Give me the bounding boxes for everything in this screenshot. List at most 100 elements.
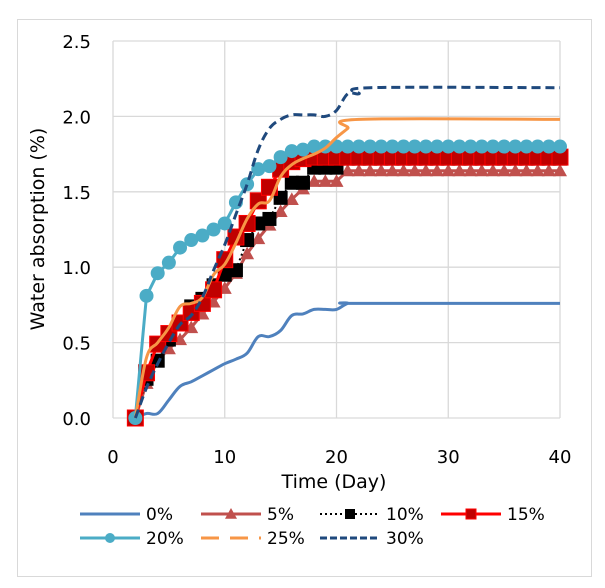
data-point: [240, 246, 255, 260]
data-point: [329, 139, 344, 154]
data-point: [418, 139, 433, 154]
data-point: [541, 163, 556, 177]
data-point: [363, 163, 378, 177]
data-point: [307, 139, 322, 154]
data-point: [430, 163, 445, 177]
data-point: [452, 163, 467, 177]
legend-marker-square-icon: [345, 509, 355, 519]
legend-marker-circle-icon: [105, 533, 115, 543]
data-point: [553, 163, 567, 177]
data-point: [240, 177, 255, 192]
series-layer: [126, 85, 569, 427]
series-line: [133, 85, 561, 419]
data-point: [150, 266, 165, 281]
data-point: [351, 139, 366, 154]
data-point: [452, 139, 467, 154]
data-point: [284, 175, 299, 190]
data-point: [530, 163, 545, 177]
data-point: [340, 139, 355, 154]
data-point: [284, 192, 299, 205]
x-tick-label: 10: [213, 447, 236, 468]
legend-item: 30%: [320, 529, 424, 549]
x-axis-tick-labels: 0 10 20 30 40: [107, 447, 571, 468]
legend-label: 15%: [507, 505, 545, 525]
data-point: [385, 139, 400, 154]
data-point: [363, 139, 378, 154]
data-point: [519, 139, 534, 154]
data-point: [418, 163, 433, 177]
data-point: [206, 222, 221, 237]
y-tick-label: 1.5: [62, 183, 91, 204]
series-0pct: [134, 301, 560, 420]
data-point: [307, 174, 322, 187]
data-point: [273, 204, 288, 218]
data-point: [295, 175, 310, 190]
data-point: [139, 288, 154, 303]
data-point: [251, 162, 266, 177]
legend-item: 15%: [441, 505, 545, 525]
data-point: [249, 192, 267, 210]
x-tick-label: 0: [107, 447, 118, 468]
legend-label: 10%: [386, 505, 424, 525]
data-point: [318, 174, 333, 187]
legend-item: 0%: [80, 505, 173, 525]
data-point: [508, 163, 523, 177]
data-point: [184, 233, 199, 248]
legend-item: 5%: [201, 505, 294, 525]
legend-item: 10%: [320, 505, 424, 525]
series-30pct: [133, 85, 561, 419]
data-point: [497, 139, 512, 154]
series-10pct: [128, 151, 567, 425]
data-point: [463, 139, 478, 154]
data-point: [553, 139, 567, 154]
data-point: [273, 150, 288, 165]
series-line: [133, 117, 561, 419]
data-point: [396, 139, 411, 154]
data-point: [351, 163, 366, 177]
gridlines: [112, 40, 561, 419]
y-axis-label: Water absorption (%): [27, 128, 49, 331]
x-axis-label: Time (Day): [281, 471, 387, 493]
legend-marker-triangle-icon: [225, 508, 237, 519]
data-point: [485, 139, 500, 154]
data-point: [541, 139, 556, 154]
legend-label: 5%: [267, 505, 294, 525]
data-point: [161, 255, 176, 270]
series-20pct: [128, 139, 567, 425]
x-tick-label: 40: [549, 447, 572, 468]
data-point: [441, 163, 456, 177]
data-point: [195, 228, 210, 243]
legend-label: 20%: [146, 529, 184, 549]
series-25pct: [133, 117, 561, 419]
data-point: [284, 144, 299, 159]
legend: 0% 5% 10% 15% 20% 25% 30%: [80, 505, 545, 549]
data-point: [262, 211, 277, 226]
legend-marker-square-icon: [465, 508, 477, 520]
data-point: [474, 163, 489, 177]
y-tick-label: 2.5: [62, 32, 91, 53]
y-tick-label: 0.0: [62, 409, 91, 430]
series-5pct: [128, 163, 567, 424]
data-point: [530, 139, 545, 154]
data-point: [396, 163, 411, 177]
series-15pct: [126, 148, 569, 427]
data-point: [340, 163, 355, 177]
data-point: [463, 163, 478, 177]
legend-label: 0%: [146, 505, 173, 525]
legend-item: 20%: [80, 529, 184, 549]
data-point: [474, 139, 489, 154]
y-tick-label: 2.0: [62, 107, 91, 128]
data-point: [217, 216, 232, 231]
data-point: [497, 163, 512, 177]
data-point: [519, 163, 534, 177]
data-point: [441, 139, 456, 154]
data-point: [374, 139, 389, 154]
data-point: [374, 163, 389, 177]
data-point: [430, 139, 445, 154]
data-point: [407, 139, 422, 154]
x-tick-label: 20: [325, 447, 348, 468]
data-point: [407, 163, 422, 177]
data-point: [385, 163, 400, 177]
legend-label: 25%: [267, 529, 305, 549]
